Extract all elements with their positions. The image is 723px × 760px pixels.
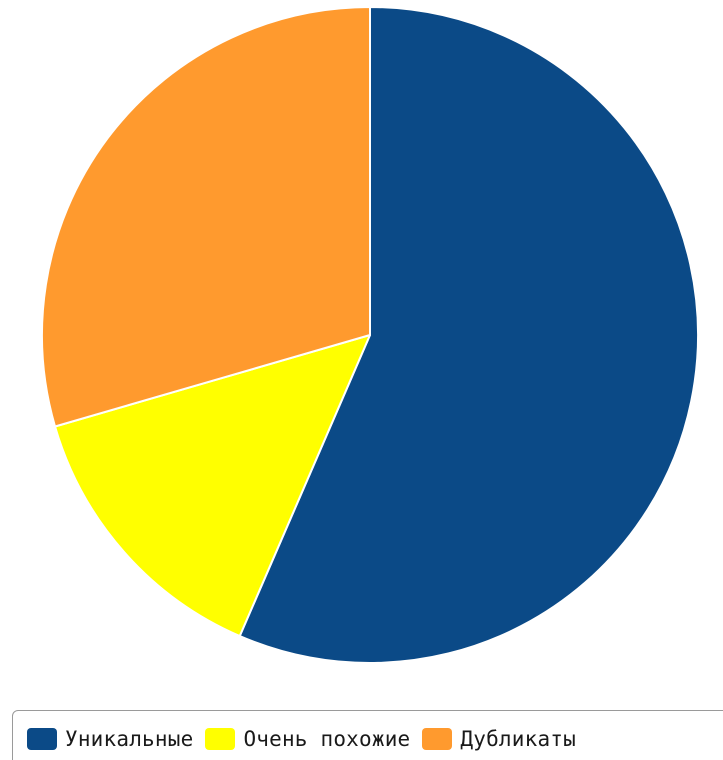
- legend-label-very-similar: Очень похожие: [243, 727, 411, 751]
- legend-label-duplicates: Дубликаты: [460, 727, 576, 751]
- chart-legend: Уникальные Очень похожие Дубликаты: [12, 710, 723, 760]
- legend-item-very-similar: Очень похожие: [205, 727, 410, 751]
- legend-label-unique: Уникальные: [65, 727, 194, 751]
- legend-swatch-duplicates: [422, 728, 453, 750]
- legend-item-unique: Уникальные: [27, 727, 193, 751]
- pie-chart: [41, 6, 699, 664]
- legend-swatch-very-similar: [205, 728, 236, 750]
- pie-slices: [41, 6, 699, 664]
- pie-slice-very-similar: [54, 334, 371, 638]
- pie-slice-unique: [238, 6, 699, 664]
- pie-slice-duplicates: [41, 6, 371, 428]
- legend-item-duplicates: Дубликаты: [422, 727, 576, 751]
- legend-swatch-unique: [27, 728, 57, 750]
